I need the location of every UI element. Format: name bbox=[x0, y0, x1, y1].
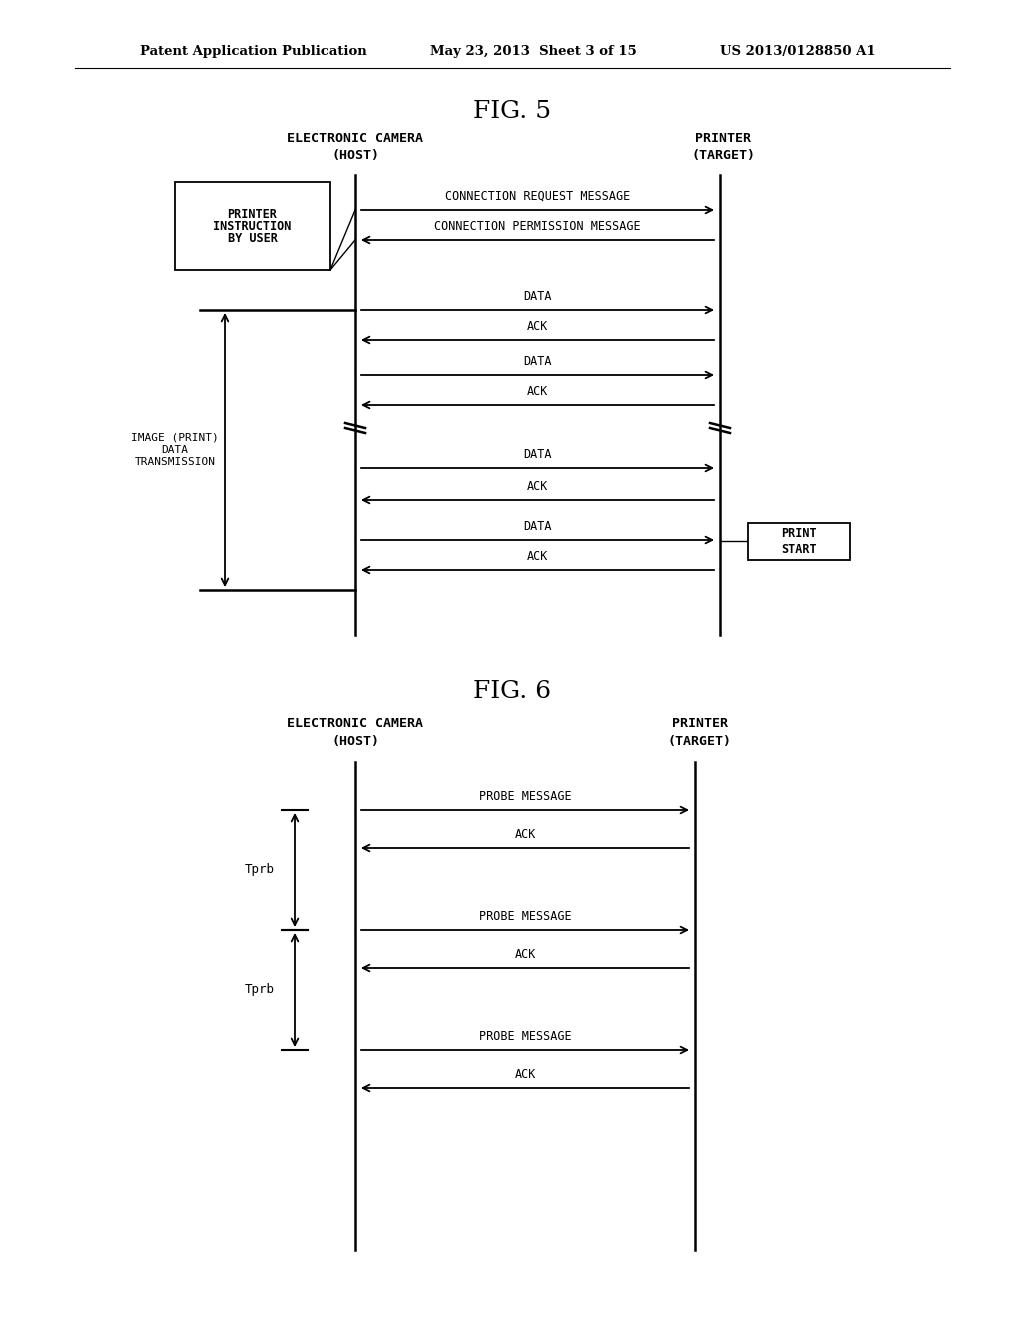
Text: (HOST): (HOST) bbox=[331, 149, 379, 162]
Text: ACK: ACK bbox=[526, 550, 548, 564]
Text: ELECTRONIC CAMERA: ELECTRONIC CAMERA bbox=[287, 132, 423, 145]
Text: Tprb: Tprb bbox=[245, 983, 275, 997]
Text: PROBE MESSAGE: PROBE MESSAGE bbox=[478, 789, 571, 803]
Text: DATA: DATA bbox=[523, 520, 552, 533]
Text: PRINTER: PRINTER bbox=[672, 717, 728, 730]
Text: (TARGET): (TARGET) bbox=[668, 735, 732, 748]
Text: FIG. 5: FIG. 5 bbox=[473, 100, 551, 123]
Text: (TARGET): (TARGET) bbox=[691, 149, 755, 162]
Text: DATA: DATA bbox=[523, 290, 552, 304]
FancyBboxPatch shape bbox=[748, 523, 850, 560]
Text: INSTRUCTION: INSTRUCTION bbox=[213, 219, 292, 232]
Text: BY USER: BY USER bbox=[227, 231, 278, 244]
Text: DATA: DATA bbox=[162, 445, 188, 455]
Text: IMAGE (PRINT): IMAGE (PRINT) bbox=[131, 433, 219, 444]
Text: Patent Application Publication: Patent Application Publication bbox=[140, 45, 367, 58]
Text: START: START bbox=[781, 543, 817, 556]
Text: ELECTRONIC CAMERA: ELECTRONIC CAMERA bbox=[287, 717, 423, 730]
Text: May 23, 2013  Sheet 3 of 15: May 23, 2013 Sheet 3 of 15 bbox=[430, 45, 637, 58]
Text: FIG. 6: FIG. 6 bbox=[473, 680, 551, 704]
FancyBboxPatch shape bbox=[175, 182, 330, 271]
Text: TRANSMISSION: TRANSMISSION bbox=[134, 457, 215, 467]
Text: CONNECTION REQUEST MESSAGE: CONNECTION REQUEST MESSAGE bbox=[444, 190, 630, 203]
Text: DATA: DATA bbox=[523, 355, 552, 368]
Text: ACK: ACK bbox=[514, 828, 536, 841]
Text: ACK: ACK bbox=[514, 948, 536, 961]
Text: (HOST): (HOST) bbox=[331, 735, 379, 748]
Text: US 2013/0128850 A1: US 2013/0128850 A1 bbox=[720, 45, 876, 58]
Text: ACK: ACK bbox=[514, 1068, 536, 1081]
Text: DATA: DATA bbox=[523, 447, 552, 461]
Text: Tprb: Tprb bbox=[245, 863, 275, 876]
Text: PRINTER: PRINTER bbox=[695, 132, 751, 145]
Text: PRINT: PRINT bbox=[781, 527, 817, 540]
Text: PROBE MESSAGE: PROBE MESSAGE bbox=[478, 909, 571, 923]
Text: CONNECTION PERMISSION MESSAGE: CONNECTION PERMISSION MESSAGE bbox=[434, 220, 641, 234]
Text: ACK: ACK bbox=[526, 480, 548, 492]
Text: PRINTER: PRINTER bbox=[227, 207, 278, 220]
Text: ACK: ACK bbox=[526, 385, 548, 399]
Text: PROBE MESSAGE: PROBE MESSAGE bbox=[478, 1030, 571, 1043]
Text: ACK: ACK bbox=[526, 319, 548, 333]
